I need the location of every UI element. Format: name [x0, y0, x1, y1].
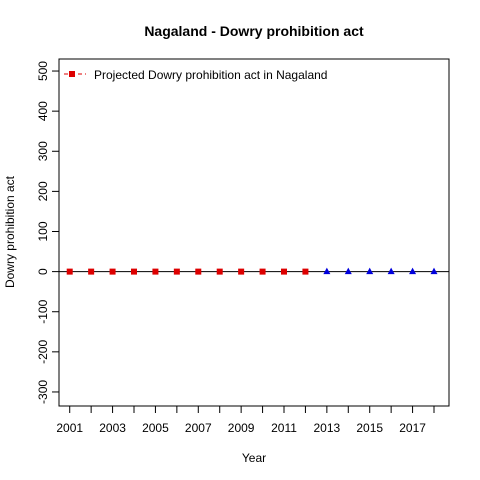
y-tick-label: 0 — [36, 268, 50, 275]
legend-label: Projected Dowry prohibition act in Nagal… — [94, 68, 327, 82]
x-axis-label: Year — [242, 451, 266, 465]
x-tick-label: 2017 — [399, 421, 426, 435]
x-axis: 2001 2003 2005 2007 2009 2011 2013 2015 2017 — [56, 405, 435, 435]
y-axis: -300 -200 -100 0 100 200 300 400 500 — [36, 61, 60, 404]
x-tick-label: 2015 — [356, 421, 383, 435]
data-point-square — [66, 268, 73, 275]
data-point-square — [152, 268, 159, 275]
y-tick-label: 500 — [36, 61, 50, 81]
data-point-triangle — [366, 267, 374, 275]
y-tick-label: 200 — [36, 181, 50, 201]
data-point-triangle — [323, 267, 331, 275]
x-tick-label: 2003 — [99, 421, 126, 435]
data-point-triangle — [409, 267, 417, 275]
data-point-square — [238, 268, 245, 275]
data-point-square — [131, 268, 137, 275]
data-point-triangle — [344, 267, 352, 275]
data-point-square — [109, 268, 116, 275]
data-point-square — [173, 268, 180, 275]
x-tick-label: 2009 — [228, 421, 255, 435]
plot-frame — [58, 58, 450, 407]
y-tick-label: 300 — [36, 141, 50, 161]
y-tick-label: 400 — [36, 101, 50, 121]
y-tick-label: -200 — [36, 340, 50, 364]
x-tick-label: 2011 — [271, 421, 297, 435]
legend-marker — [69, 71, 75, 77]
x-tick-label: 2007 — [185, 421, 212, 435]
data-point-square — [302, 268, 309, 275]
legend: Projected Dowry prohibition act in Nagal… — [64, 68, 327, 82]
data-points — [66, 267, 438, 275]
data-point-square — [88, 268, 95, 275]
y-tick-label: -100 — [36, 299, 50, 323]
data-point-triangle — [387, 267, 395, 275]
data-point-square — [195, 268, 202, 275]
y-axis-label: Dowry prohibition act — [3, 175, 17, 288]
chart-title: Nagaland - Dowry prohibition act — [144, 23, 364, 39]
data-point-square — [216, 268, 223, 275]
x-tick-label: 2001 — [56, 421, 83, 435]
data-point-triangle — [430, 267, 438, 275]
y-tick-label: -300 — [36, 380, 50, 404]
x-tick-label: 2013 — [314, 421, 341, 435]
y-tick-label: 100 — [36, 221, 50, 241]
data-point-square — [281, 268, 287, 275]
data-point-square — [259, 268, 266, 275]
x-tick-label: 2005 — [142, 421, 169, 435]
